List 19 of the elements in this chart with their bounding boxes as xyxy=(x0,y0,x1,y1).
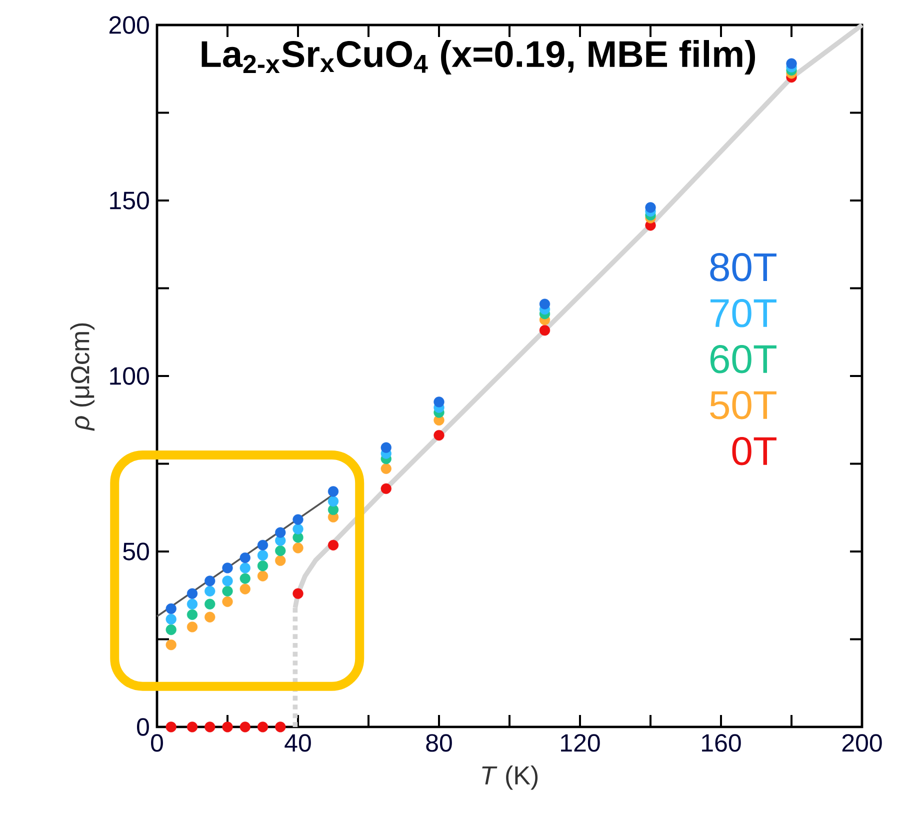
y-axis-title: ρ (μΩcm) xyxy=(70,323,94,431)
y-tick-label: 150 xyxy=(110,192,149,210)
text: 0T xyxy=(732,436,776,466)
x-tick-label: 80 xyxy=(426,734,452,752)
x-tick-label: 200 xyxy=(842,734,882,752)
x-tick-label: 160 xyxy=(702,734,741,752)
y-tick-label: 0 xyxy=(137,718,149,736)
x-axis-title: T (K) xyxy=(482,765,538,790)
text: 50T xyxy=(710,390,776,420)
y-tick-label: 200 xyxy=(109,16,149,34)
x-tick-label: 120 xyxy=(561,734,600,752)
y-tick-label: 100 xyxy=(110,367,149,385)
series-label: 80T xyxy=(710,253,776,282)
chart-title: La$_{2-x}$Sr$_{x}$CuO$_{4}$ (x=0.19, MBE film) xyxy=(202,40,755,75)
y-tick-label: 50 xyxy=(123,542,149,560)
text: 60T xyxy=(710,344,776,374)
x-tick-label: 0 xyxy=(151,734,163,752)
x-tick-label: 40 xyxy=(284,734,311,752)
text: 70T xyxy=(710,299,776,328)
